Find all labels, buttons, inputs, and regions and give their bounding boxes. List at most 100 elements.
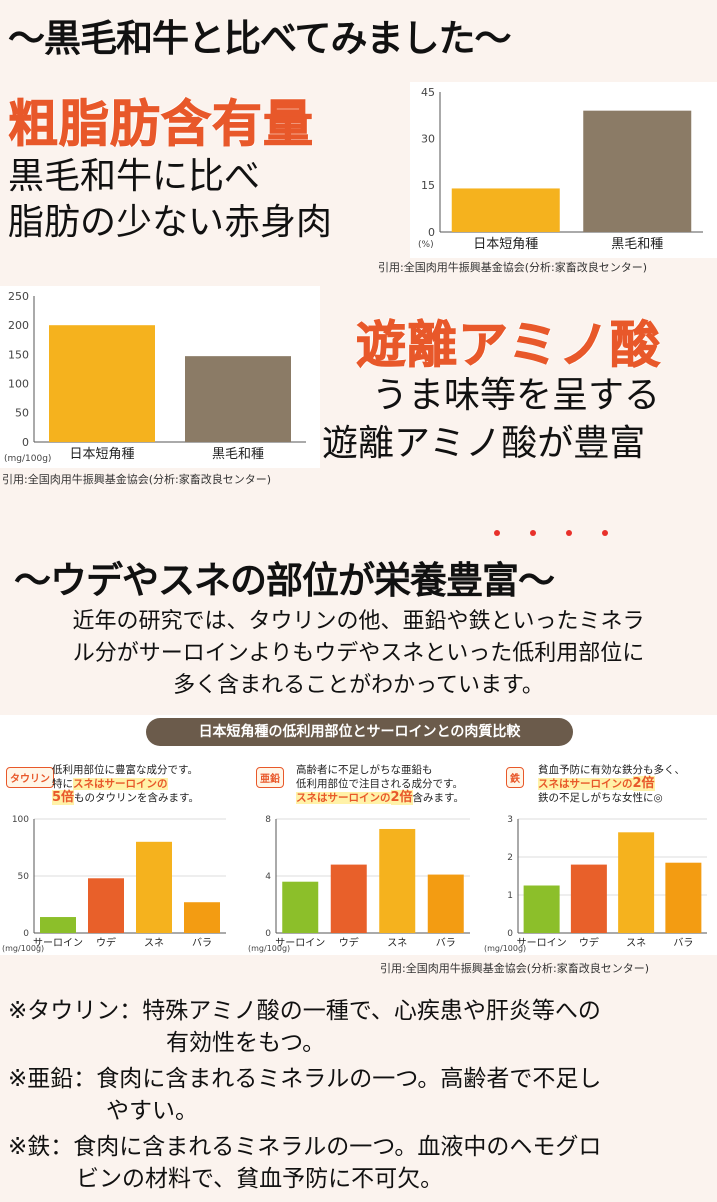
zinc-desc-3c: 含みます。 (412, 792, 464, 804)
iron-chart: 0 1 2 3 サーロイン ウデ スネ バラ (mg/100g) (484, 815, 707, 953)
section2-title: 〜ウデやスネの部位が栄養豊富〜 (14, 550, 555, 604)
iron-tag: 鉄 (506, 767, 524, 788)
bar (185, 356, 291, 442)
taurine-tag-label: タウリン (6, 767, 54, 788)
unit-label: (mg/100g) (484, 944, 526, 953)
bar (583, 110, 692, 232)
zinc-desc-2: 低利用部位で注目される成分です。 (296, 778, 463, 790)
y-tick-label: 150 (8, 348, 29, 361)
y-tick-label: 45 (421, 86, 435, 99)
x-tick-label: ウデ (339, 936, 359, 949)
zinc-desc: 高齢者に不足しがちな亜鉛も 低利用部位で注目される成分です。 スネはサーロインの… (296, 763, 464, 805)
x-tick-label: スネ (626, 937, 646, 949)
x-tick-label: スネ (144, 937, 164, 949)
note-iron-1: ※鉄：食肉に含まれるミネラルの一つ。血液中のヘモグロ (8, 1134, 602, 1160)
x-tick-label: バラ (192, 937, 212, 949)
bar (49, 325, 155, 442)
bar (88, 878, 124, 933)
section2-title-pre: 〜ウデやスネの部位が (14, 559, 375, 602)
y-tick-label: 0 (23, 929, 29, 939)
comparison-panel: 日本短角種の低利用部位とサーロインとの肉質比較 タウリン 低利用部位に豊富な成分… (0, 715, 717, 955)
y-tick-label: 50 (18, 872, 30, 882)
bar (136, 841, 172, 933)
bar (451, 188, 560, 232)
taurine-desc-3: 5倍ものタウリンを含みます。 (52, 790, 199, 805)
x-tick-label: スネ (387, 937, 407, 949)
section1-title: 〜黒毛和牛と比べてみました〜 (8, 17, 512, 60)
bar (427, 874, 464, 933)
y-tick-label: 4 (265, 872, 271, 882)
citation-2: 引用:全国肉用牛振興基金協会(分析:家畜改良センター) (2, 473, 271, 486)
y-tick-label: 0 (265, 929, 271, 939)
unit-label: (mg/100g) (248, 944, 290, 953)
bar (282, 881, 319, 933)
fat-line-1: 黒毛和牛に比べ (8, 156, 261, 197)
x-tick-label: サーロイン (33, 937, 83, 949)
emphasis-dot (494, 530, 500, 536)
y-tick-label: 100 (12, 815, 29, 825)
bar (618, 832, 655, 933)
taurine-tag: タウリン (6, 767, 54, 788)
x-tick-label: 黒毛和種 (611, 236, 663, 252)
taurine-desc-1: 低利用部位に豊富な成分です。 (52, 764, 198, 776)
amino-chart-svg: 0 50 100 150 200 250 日本短角種 黒毛和種 (mg/100g) (4, 290, 306, 464)
note-zinc-2: やすい。 (106, 1098, 198, 1124)
unit-label: (mg/100g) (2, 944, 44, 953)
notes: ※タウリン：特殊アミノ酸の一種で、心疾患や肝炎等への 有効性をもつ。 ※亜鉛：食… (8, 995, 713, 1195)
panel-title-pill: 日本短角種の低利用部位とサーロインとの肉質比較 (146, 718, 573, 746)
zinc-desc-3a: スネはサーロインの (296, 792, 391, 804)
y-tick-label: 250 (8, 290, 29, 303)
unit-label: (mg/100g) (4, 454, 51, 464)
amino-line-1: うま味等を呈する (372, 375, 661, 416)
intro-paragraph: 近年の研究では、タウリンの他、亜鉛や鉄といったミネラ ル分がサーロインよりもウデ… (0, 606, 717, 702)
x-tick-label: ウデ (579, 936, 599, 949)
zinc-tag-label: 亜鉛 (256, 767, 284, 788)
y-tick-label: 15 (421, 179, 435, 192)
fat-chart-svg: 0 15 30 45 日本短角種 黒毛和種 (%) (418, 86, 703, 252)
iron-desc: 貧血予防に有効な鉄分も多く、 スネはサーロインの2倍 鉄の不足しがちな女性に◎ (538, 763, 685, 805)
y-tick-label: 0 (22, 436, 29, 449)
paragraph-line-1: 近年の研究では、タウリンの他、亜鉛や鉄といったミネラ (72, 609, 645, 634)
citation-3: 引用:全国肉用牛振興基金協会(分析:家畜改良センター) (380, 962, 649, 975)
emphasis-dot (530, 530, 536, 536)
x-tick-label: 日本短角種 (473, 236, 538, 252)
emphasis-dot (602, 530, 608, 536)
iron-desc-2a: スネはサーロインの (538, 778, 633, 790)
zinc-desc-3b: 2倍 (390, 790, 413, 805)
note-iron-2: ビンの材料で、貧血予防に不可欠。 (76, 1166, 444, 1192)
bar (184, 902, 220, 933)
note-taurine-1: ※タウリン：特殊アミノ酸の一種で、心疾患や肝炎等への (8, 998, 601, 1024)
zinc-tag: 亜鉛 (256, 767, 284, 788)
panel-title: 日本短角種の低利用部位とサーロインとの肉質比較 (198, 724, 521, 740)
bar (570, 864, 607, 933)
x-tick-label: バラ (436, 937, 456, 949)
taurine-desc: 低利用部位に豊富な成分です。 特にスネはサーロインの 5倍ものタウリンを含みます… (52, 763, 199, 805)
y-tick-label: 1 (507, 891, 513, 901)
iron-desc-1: 貧血予防に有効な鉄分も多く、 (538, 764, 685, 776)
x-tick-label: サーロイン (517, 937, 567, 949)
amino-line-2: 遊離アミノ酸が豊富 (322, 423, 646, 464)
x-tick-label: 日本短角種 (69, 446, 134, 462)
fat-line-2: 脂肪の少ない赤身肉 (8, 202, 333, 243)
taurine-desc-2a: 特に (52, 778, 73, 790)
y-tick-label: 50 (15, 407, 29, 420)
emphasis-dot (566, 530, 572, 536)
y-tick-label: 2 (507, 853, 513, 863)
bar (665, 862, 702, 933)
x-tick-label: 黒毛和種 (212, 446, 264, 462)
paragraph-line-2: ル分がサーロインよりもウデやスネといった低利用部位に (72, 641, 645, 666)
bar (379, 828, 416, 933)
x-tick-label: バラ (673, 937, 693, 949)
bar (40, 917, 76, 933)
y-tick-label: 100 (8, 377, 29, 390)
taurine-desc-2b: スネはサーロインの (73, 778, 168, 790)
iron-desc-2: スネはサーロインの2倍 (538, 776, 685, 791)
taurine-chart: 0 50 100 サーロイン ウデ スネ バラ (mg/100g) (2, 815, 226, 953)
zinc-chart: 0 4 8 サーロイン ウデ スネ バラ (mg/100g) (248, 815, 470, 953)
y-tick-label: 30 (421, 133, 435, 146)
iron-desc-2b: 2倍 (632, 776, 655, 791)
bar (330, 864, 367, 933)
citation-1: 引用:全国肉用牛振興基金協会(分析:家畜改良センター) (378, 261, 647, 274)
note-taurine-2: 有効性をもつ。 (166, 1030, 326, 1056)
amino-heading: 遊離アミノ酸 (356, 316, 661, 375)
